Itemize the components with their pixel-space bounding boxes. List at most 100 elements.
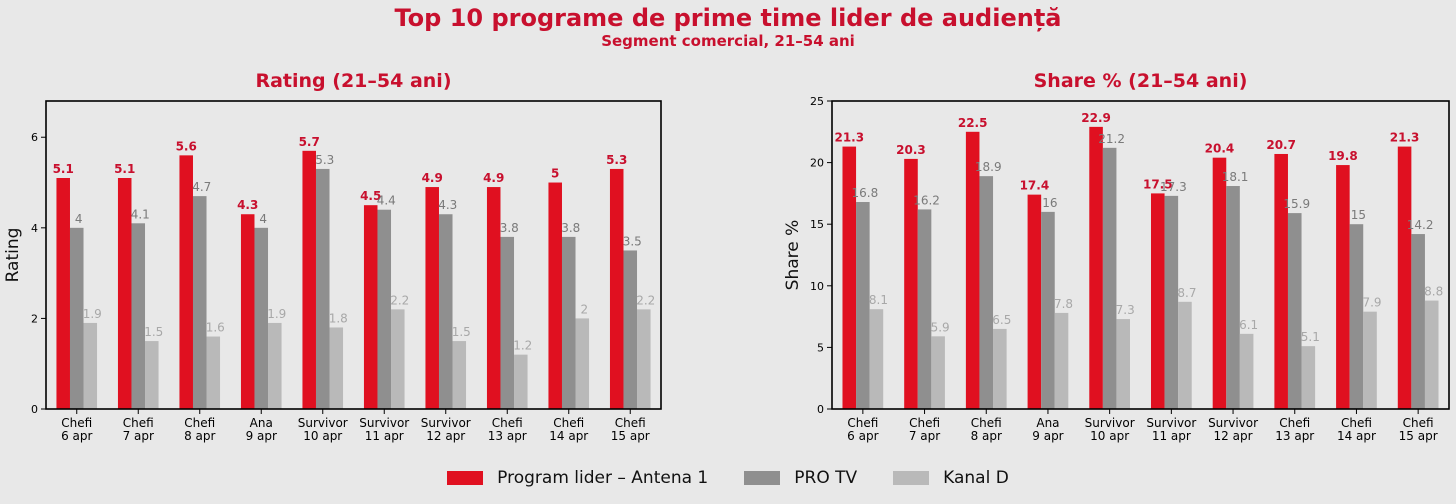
x-tick-sublabel-0-8: 14 apr bbox=[549, 429, 588, 443]
bar-protv-0-7 bbox=[500, 236, 515, 409]
x-tick-label-1-1: Chefi bbox=[909, 416, 940, 430]
data-label-kanald-0-3: 1.9 bbox=[267, 307, 286, 321]
bar-protv-0-9 bbox=[623, 250, 638, 409]
bar-antena-1-4 bbox=[1089, 126, 1103, 409]
x-tick-label-0-4: Survivor bbox=[298, 416, 348, 430]
data-label-kanald-1-5: 8.7 bbox=[1177, 286, 1196, 300]
x-tick-sublabel-1-8: 14 apr bbox=[1337, 429, 1376, 443]
bar-kanald-1-4 bbox=[1116, 319, 1131, 409]
data-label-protv-1-9: 14.2 bbox=[1407, 218, 1434, 232]
bar-kanald-1-0 bbox=[869, 309, 884, 409]
bar-protv-0-4 bbox=[315, 168, 330, 409]
legend-label-kanald: Kanal D bbox=[943, 468, 1009, 488]
y-tick-label-1-2: 10 bbox=[810, 280, 824, 293]
x-tick-label-1-7: Chefi bbox=[1279, 416, 1310, 430]
data-label-protv-0-4: 5.3 bbox=[315, 153, 334, 167]
y-tick-label-1-5: 25 bbox=[810, 95, 824, 108]
bar-antena-0-9 bbox=[609, 168, 624, 409]
bar-antena-0-3 bbox=[240, 214, 255, 409]
chart-title-0: Rating (21–54 ani) bbox=[255, 70, 451, 92]
bar-antena-1-9 bbox=[1397, 146, 1412, 410]
bar-antena-0-5 bbox=[363, 205, 378, 409]
x-tick-label-1-5: Survivor bbox=[1146, 416, 1196, 430]
data-label-kanald-1-1: 5.9 bbox=[931, 320, 950, 334]
bar-protv-1-9 bbox=[1411, 234, 1425, 409]
x-tick-label-0-6: Survivor bbox=[421, 416, 471, 430]
bar-antena-0-1 bbox=[117, 178, 132, 409]
bar-kanald-0-4 bbox=[329, 327, 344, 409]
bar-protv-0-5 bbox=[377, 209, 392, 409]
bar-kanald-0-0 bbox=[83, 322, 98, 409]
data-label-protv-1-0: 16.8 bbox=[851, 186, 878, 200]
data-label-antena-0-7: 4.9 bbox=[483, 171, 504, 185]
x-tick-label-1-8: Chefi bbox=[1341, 416, 1372, 430]
x-tick-sublabel-1-1: 7 apr bbox=[909, 429, 940, 443]
bar-kanald-0-5 bbox=[391, 309, 405, 409]
bar-protv-1-0 bbox=[856, 202, 870, 409]
bar-antena-1-0 bbox=[842, 146, 857, 410]
x-tick-sublabel-0-0: 6 apr bbox=[61, 429, 92, 443]
bar-kanald-1-7 bbox=[1301, 346, 1316, 409]
bar-kanald-0-2 bbox=[206, 336, 221, 409]
data-label-antena-0-6: 4.9 bbox=[422, 171, 443, 185]
data-label-kanald-0-5: 2.2 bbox=[390, 293, 409, 307]
bar-antena-0-7 bbox=[486, 187, 501, 409]
bar-kanald-1-6 bbox=[1239, 333, 1254, 409]
data-label-antena-0-8: 5 bbox=[551, 167, 559, 181]
data-label-kanald-0-1: 1.5 bbox=[144, 325, 163, 339]
y-tick-label-0-1: 2 bbox=[31, 312, 38, 325]
plot-frame-0 bbox=[45, 100, 662, 410]
data-label-protv-1-4: 21.2 bbox=[1098, 132, 1125, 146]
bar-antena-0-4 bbox=[302, 150, 316, 409]
data-label-antena-1-0: 21.3 bbox=[834, 131, 864, 145]
bar-kanald-0-7 bbox=[514, 354, 528, 409]
x-tick-sublabel-0-5: 11 apr bbox=[365, 429, 404, 443]
bar-protv-1-3 bbox=[1041, 211, 1055, 409]
bar-antena-1-2 bbox=[965, 131, 980, 410]
x-tick-label-1-3: Ana bbox=[1036, 416, 1059, 430]
y-tick-label-1-1: 5 bbox=[817, 341, 824, 354]
bar-antena-1-6 bbox=[1212, 157, 1227, 409]
bar-kanald-0-6 bbox=[452, 341, 467, 409]
x-tick-sublabel-0-9: 15 apr bbox=[611, 429, 650, 443]
data-label-kanald-1-8: 7.9 bbox=[1362, 296, 1381, 310]
x-tick-sublabel-1-9: 15 apr bbox=[1399, 429, 1438, 443]
bar-protv-1-7 bbox=[1287, 213, 1302, 409]
x-tick-label-1-6: Survivor bbox=[1208, 416, 1258, 430]
x-tick-sublabel-0-3: 9 apr bbox=[246, 429, 277, 443]
legend-swatch-kanald bbox=[893, 471, 930, 485]
data-label-antena-1-6: 20.4 bbox=[1205, 142, 1235, 156]
bar-protv-0-8 bbox=[561, 236, 576, 409]
y-axis-title-1: Share % bbox=[783, 220, 803, 291]
bar-protv-0-2 bbox=[192, 196, 207, 409]
data-label-protv-1-3: 16 bbox=[1042, 196, 1057, 210]
bar-protv-1-1 bbox=[917, 209, 932, 409]
data-label-protv-0-8: 3.8 bbox=[561, 221, 580, 235]
x-tick-sublabel-0-2: 8 apr bbox=[184, 429, 215, 443]
bar-antena-0-8 bbox=[548, 182, 562, 409]
bar-protv-0-6 bbox=[438, 214, 453, 409]
legend-label-antena: Program lider – Antena 1 bbox=[497, 468, 709, 488]
bar-antena-1-3 bbox=[1027, 194, 1042, 409]
data-label-kanald-0-9: 2.2 bbox=[636, 293, 655, 307]
data-label-antena-0-5: 4.5 bbox=[360, 189, 381, 203]
x-tick-sublabel-0-1: 7 apr bbox=[123, 429, 154, 443]
bar-antena-1-5 bbox=[1150, 193, 1165, 409]
x-tick-label-1-4: Survivor bbox=[1085, 416, 1135, 430]
y-tick-label-0-3: 6 bbox=[31, 131, 38, 144]
bar-kanald-1-9 bbox=[1424, 300, 1439, 409]
bar-antena-0-2 bbox=[179, 155, 193, 409]
data-label-protv-0-7: 3.8 bbox=[500, 221, 519, 235]
data-label-kanald-1-2: 6.5 bbox=[992, 313, 1011, 327]
data-label-protv-0-1: 4.1 bbox=[131, 207, 150, 221]
data-label-protv-1-5: 17.3 bbox=[1160, 180, 1187, 194]
bar-kanald-1-8 bbox=[1363, 311, 1377, 409]
legend-item-kanald: Kanal D bbox=[893, 468, 1009, 488]
data-label-antena-1-1: 20.3 bbox=[896, 143, 926, 157]
x-tick-sublabel-0-4: 10 apr bbox=[303, 429, 342, 443]
bar-kanald-0-9 bbox=[637, 309, 651, 409]
data-label-antena-1-7: 20.7 bbox=[1266, 138, 1296, 152]
bar-kanald-1-5 bbox=[1178, 301, 1192, 409]
x-tick-label-0-7: Chefi bbox=[492, 416, 523, 430]
x-tick-label-0-2: Chefi bbox=[184, 416, 215, 430]
